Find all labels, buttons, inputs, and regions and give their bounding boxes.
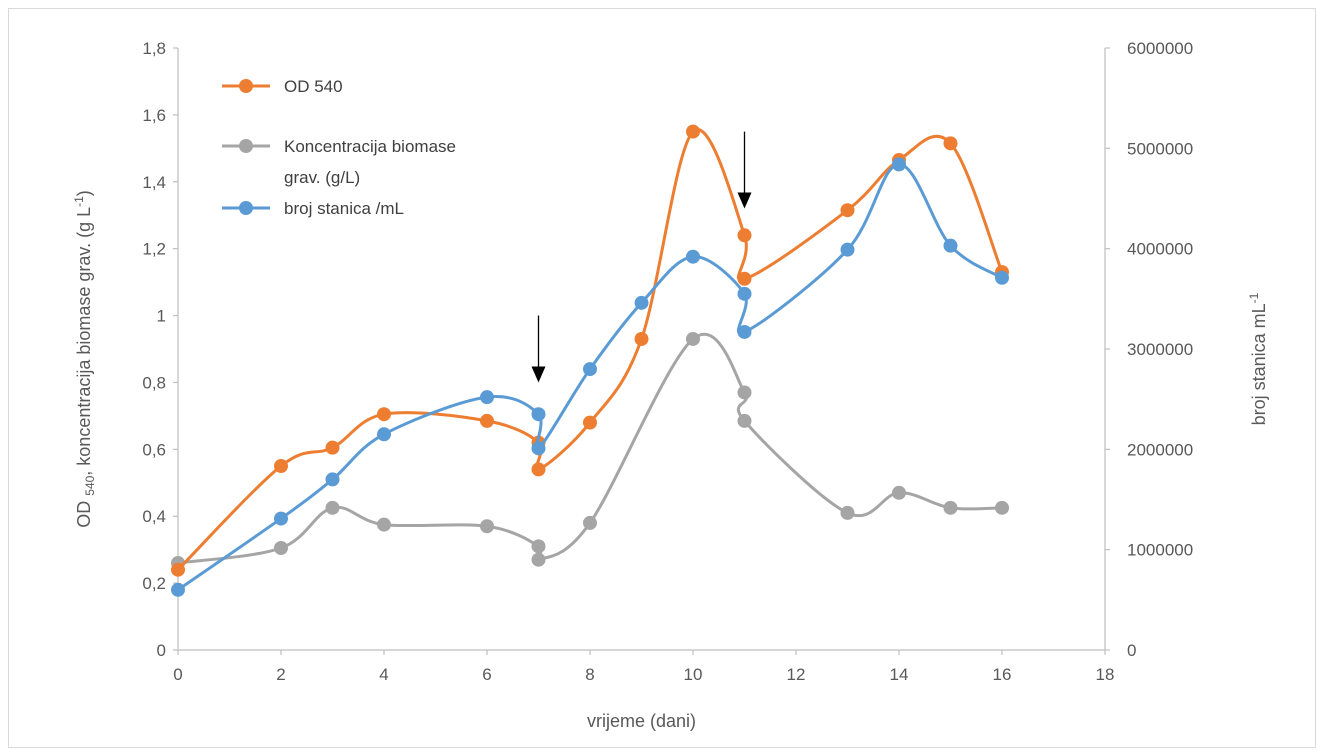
x-tick-label: 12: [787, 665, 806, 684]
x-tick-label: 10: [684, 665, 703, 684]
x-tick-label: 6: [482, 665, 491, 684]
series-2: [171, 157, 1009, 597]
series-point: [171, 562, 185, 577]
series-point: [686, 124, 700, 139]
series-point: [737, 286, 752, 301]
y-tick-label: 0,4: [142, 507, 166, 526]
series-point: [531, 441, 546, 456]
legend-label: Koncentracija biomase: [284, 137, 456, 156]
y2-tick-label: 6000000: [1127, 39, 1193, 58]
series-point: [737, 413, 752, 428]
y2-tick-label: 1000000: [1127, 541, 1193, 560]
series-layer: [171, 124, 1009, 597]
x-tick-label: 18: [1096, 665, 1115, 684]
series-point: [892, 485, 906, 500]
series-point: [377, 427, 391, 442]
arrow-head: [737, 192, 752, 209]
series-point: [892, 157, 906, 172]
series-point: [686, 249, 700, 264]
series-point: [377, 517, 391, 532]
series-point: [737, 385, 752, 400]
arrow-head: [531, 366, 546, 383]
series-point: [840, 505, 855, 520]
y2-tick-label: 0: [1127, 641, 1136, 660]
series-point: [531, 407, 546, 422]
series-point: [737, 324, 752, 339]
series-point: [274, 540, 288, 555]
series-point: [737, 228, 752, 243]
series-point: [840, 203, 855, 218]
legend: OD 540 Koncentracija biomase grav. (g/L) br…: [222, 77, 456, 218]
series-point: [480, 413, 494, 428]
y-tick-label: 1,6: [142, 106, 166, 125]
series-point: [943, 238, 958, 253]
chart-frame: [8, 8, 1316, 748]
x-tick-label: 14: [890, 665, 909, 684]
y-tick-label: 0,8: [142, 373, 166, 392]
legend-label: grav. (g/L): [284, 168, 360, 187]
series-point: [531, 539, 546, 554]
series-point: [943, 500, 958, 515]
series-point: [737, 271, 752, 286]
legend-item: OD 540: [222, 77, 343, 96]
y2-tick-label: 3000000: [1127, 340, 1193, 359]
series-point: [995, 270, 1009, 285]
x-tick-label: 4: [379, 665, 388, 684]
y2-tick-label: 4000000: [1127, 240, 1193, 259]
y2-tick-label: 2000000: [1127, 440, 1193, 459]
series-point: [583, 415, 597, 430]
legend-swatch-marker: [239, 201, 253, 215]
series-line: [177, 162, 1003, 592]
y-tick-label: 1,8: [142, 39, 166, 58]
legend-item: Koncentracija biomase grav. (g/L): [222, 137, 456, 187]
y-tick-label: 0,6: [142, 440, 166, 459]
series-point: [583, 362, 597, 377]
y2-tick-label: 5000000: [1127, 139, 1193, 158]
series-point: [583, 515, 597, 530]
y-tick-label: 0,2: [142, 574, 166, 593]
series-point: [995, 500, 1009, 515]
legend-label: OD 540: [284, 77, 343, 96]
y-tick-label: 1,2: [142, 240, 166, 259]
series-point: [480, 390, 494, 405]
series-line: [177, 332, 1003, 565]
series-point: [274, 459, 288, 474]
series-point: [531, 552, 546, 567]
series-point: [840, 242, 855, 257]
series-point: [325, 440, 340, 455]
x-axis-title: vrijeme (dani): [587, 711, 696, 731]
legend-item: broj stanica /mL: [222, 199, 404, 218]
series-point: [274, 511, 288, 526]
y2-axis-title: broj stanica mL-1: [1247, 292, 1269, 425]
legend-swatch-marker: [239, 139, 253, 153]
series-point: [634, 331, 649, 346]
y-tick-label: 1,4: [142, 173, 166, 192]
series-point: [325, 500, 340, 515]
legend-label: broj stanica /mL: [284, 199, 404, 218]
series-point: [943, 136, 958, 151]
annotation-arrow: [737, 131, 752, 209]
annotation-arrow: [531, 315, 546, 383]
x-tick-label: 2: [276, 665, 285, 684]
y-axis-title: OD 540, koncentracija biomase grav. (g L…: [72, 190, 97, 528]
series-1: [171, 331, 1009, 571]
series-point: [686, 331, 700, 346]
y-tick-label: 1: [157, 307, 166, 326]
axes: 0 2 4 6 8 10 12 14 16 18 0 0,2 0,4 0,6 0,8 1 1,2 1,4 1,6 1,…: [142, 39, 1193, 684]
series-point: [171, 582, 185, 597]
series-point: [480, 519, 494, 534]
x-tick-label: 0: [173, 665, 182, 684]
series-point: [377, 407, 391, 422]
y-tick-label: 0: [157, 641, 166, 660]
legend-swatch-marker: [239, 79, 253, 93]
series-point: [634, 295, 649, 310]
series-point: [531, 462, 546, 477]
x-tick-label: 16: [993, 665, 1012, 684]
series-point: [325, 472, 340, 487]
x-tick-label: 8: [585, 665, 594, 684]
